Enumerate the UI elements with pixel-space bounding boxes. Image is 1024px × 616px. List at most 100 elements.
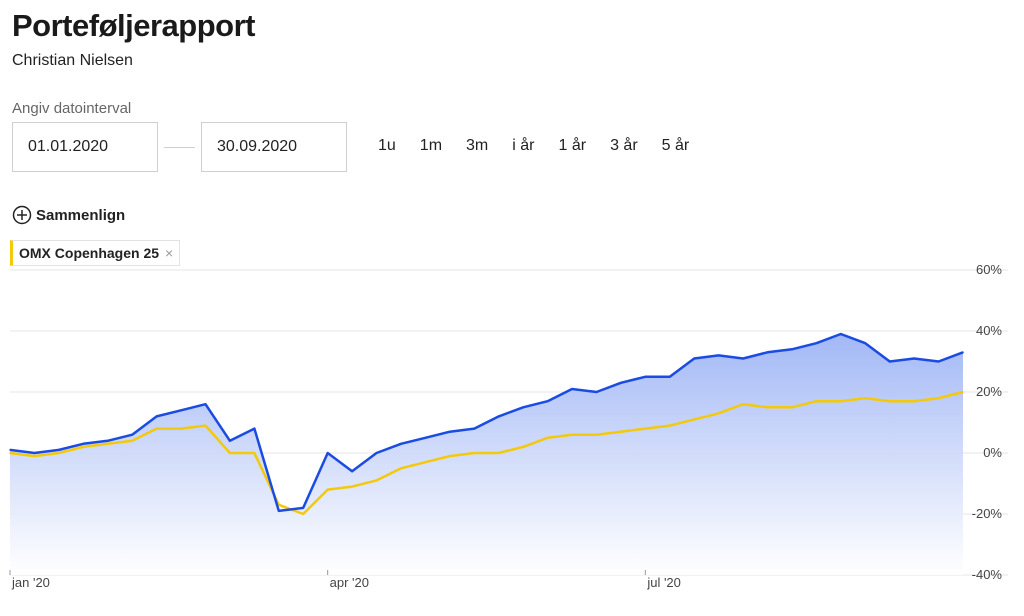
- benchmark-point: [155, 427, 158, 430]
- benchmark-point: [546, 437, 549, 439]
- benchmark-chip-label: OMX Copenhagen 25: [19, 245, 160, 261]
- benchmark-point: [497, 452, 500, 454]
- benchmark-point: [644, 427, 647, 430]
- portfolio-point: [82, 443, 85, 445]
- period-presets: 1u 1m 3m i år 1 år 3 år 5 år: [366, 135, 701, 157]
- portfolio-point: [253, 427, 256, 430]
- portfolio-point: [400, 443, 402, 445]
- portfolio-point: [962, 351, 964, 354]
- portfolio-point: [302, 507, 305, 509]
- benchmark-point: [400, 467, 402, 470]
- portfolio-point: [522, 406, 524, 409]
- preset-1m[interactable]: 1m: [419, 137, 443, 154]
- benchmark-point: [717, 412, 720, 415]
- benchmark-point: [742, 403, 744, 405]
- benchmark-point: [9, 452, 11, 454]
- portfolio-point: [864, 342, 867, 344]
- portfolio-point: [913, 357, 915, 360]
- compare-button[interactable]: Sammenlign: [12, 205, 125, 225]
- benchmark-point: [962, 391, 964, 393]
- benchmark-point: [82, 446, 85, 448]
- y-tick-label: 60%: [976, 262, 1002, 277]
- benchmark-point: [888, 400, 891, 402]
- benchmark-line: [9, 390, 964, 516]
- portfolio-point: [840, 333, 842, 335]
- benchmark-point: [424, 461, 427, 463]
- benchmark-point: [449, 455, 451, 457]
- benchmark-point: [302, 513, 305, 515]
- portfolio-point: [497, 415, 500, 418]
- benchmark-point: [473, 452, 476, 454]
- benchmark-point: [815, 400, 818, 402]
- portfolio-point: [669, 376, 671, 378]
- portfolio-point: [595, 391, 598, 393]
- portfolio-point: [204, 403, 207, 405]
- benchmark-point: [693, 418, 695, 421]
- benchmark-point: [58, 452, 60, 454]
- portfolio-point: [473, 427, 476, 430]
- date-from-input[interactable]: [12, 122, 158, 172]
- preset-3y[interactable]: 3 år: [610, 137, 638, 154]
- benchmark-point: [620, 430, 622, 433]
- portfolio-point: [326, 452, 329, 454]
- benchmark-point: [595, 433, 598, 436]
- date-separator: [164, 147, 195, 148]
- y-tick-label: -40%: [972, 567, 1003, 582]
- y-tick-label: -20%: [972, 506, 1003, 521]
- portfolio-point: [888, 360, 891, 363]
- portfolio-point: [742, 357, 744, 360]
- benchmark-point: [375, 479, 378, 482]
- portfolio-point: [791, 348, 793, 351]
- portfolio-point: [815, 342, 818, 344]
- portfolio-point: [229, 440, 231, 442]
- benchmark-point: [522, 446, 524, 448]
- portfolio-point: [546, 400, 549, 402]
- portfolio-point: [351, 470, 353, 473]
- portfolio-point: [33, 452, 36, 454]
- benchmark-point: [180, 427, 182, 430]
- date-to-input[interactable]: [201, 122, 347, 172]
- y-tick-label: 20%: [976, 384, 1002, 399]
- portfolio-point: [375, 452, 378, 454]
- portfolio-point: [766, 351, 769, 354]
- date-range-label: Angiv datointerval: [12, 100, 132, 117]
- benchmark-point: [326, 488, 329, 491]
- portfolio-point: [131, 433, 133, 436]
- preset-1y[interactable]: 1 år: [558, 137, 587, 154]
- benchmark-point: [33, 455, 36, 457]
- portfolio-point: [717, 354, 720, 357]
- benchmark-point: [253, 452, 256, 454]
- benchmark-point: [840, 400, 842, 402]
- preset-1u[interactable]: 1u: [378, 137, 396, 154]
- x-tick-label: jan '20: [11, 575, 50, 590]
- page-title: Porteføljerapport: [12, 8, 255, 43]
- portfolio-point: [278, 510, 280, 512]
- benchmark-point: [937, 397, 940, 399]
- portfolio-owner: Christian Nielsen: [12, 52, 133, 69]
- portfolio-point: [693, 357, 695, 360]
- x-tick-label: jul '20: [646, 575, 681, 590]
- benchmark-point: [669, 424, 671, 427]
- benchmark-point: [864, 397, 867, 399]
- preset-3m[interactable]: 3m: [466, 137, 489, 154]
- portfolio-point: [571, 388, 573, 390]
- benchmark-point: [106, 443, 109, 445]
- benchmark-point: [913, 400, 915, 402]
- portfolio-point: [449, 430, 451, 433]
- portfolio-point: [180, 409, 182, 412]
- benchmark-point: [791, 406, 793, 409]
- close-icon[interactable]: ×: [165, 245, 174, 261]
- performance-chart: 60% 40% 20% 0% -20% -40% jan '20 apr '20 jul '2…: [9, 262, 1008, 590]
- portfolio-area: [10, 334, 963, 575]
- preset-5y[interactable]: 5 år: [661, 137, 690, 154]
- y-tick-label: 40%: [976, 323, 1002, 338]
- compare-label: Sammenlign: [36, 206, 126, 224]
- preset-ytd[interactable]: i år: [512, 137, 535, 154]
- portfolio-point: [424, 437, 427, 439]
- portfolio-point: [937, 360, 940, 363]
- benchmark-point: [204, 424, 207, 427]
- y-tick-label: 0%: [983, 445, 1002, 460]
- portfolio-point: [9, 449, 11, 451]
- portfolio-line: [9, 332, 964, 513]
- benchmark-point: [229, 452, 231, 454]
